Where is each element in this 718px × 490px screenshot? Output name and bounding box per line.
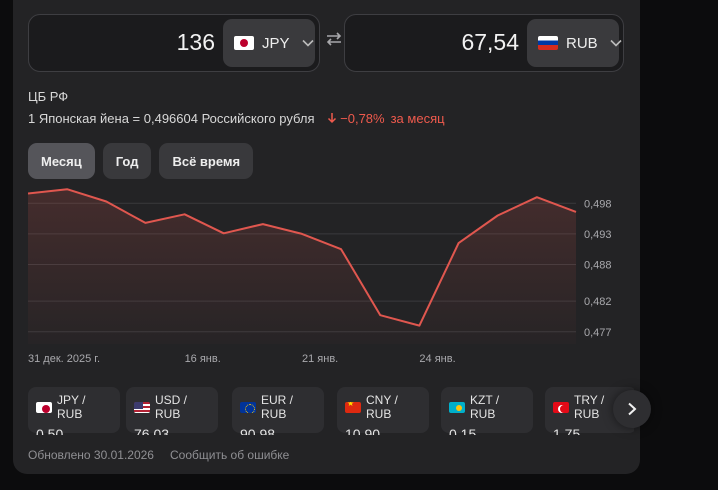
x-tick-label: 21 янв. xyxy=(302,353,338,365)
currency-widget: 136 JPY 67,54 RUB ЦБ РФ 1 Японская йена … xyxy=(13,0,651,474)
pair-label: CNY / RUB xyxy=(366,393,398,421)
pair-value: 0,50 xyxy=(36,426,64,435)
from-currency-code: JPY xyxy=(262,34,290,52)
y-tick-label: 0,482 xyxy=(584,296,612,308)
pair-eur-rub[interactable]: EUR / RUB 90,98 xyxy=(232,387,324,435)
swap-arrows-icon[interactable] xyxy=(325,30,342,56)
pair-value: 1,75 xyxy=(553,426,581,435)
from-amount-input[interactable]: 136 xyxy=(176,29,215,55)
chevron-right-icon[interactable] xyxy=(613,390,651,428)
x-tick-label: 24 янв. xyxy=(419,353,455,365)
tab-year[interactable]: Год xyxy=(102,143,152,179)
report-error-link[interactable]: Сообщить об ошибке xyxy=(169,448,290,462)
pair-value: 0,15 xyxy=(449,426,477,435)
y-tick-label: 0,488 xyxy=(584,259,612,271)
tab-month[interactable]: Месяц xyxy=(28,143,95,179)
turkey-flag-icon xyxy=(553,401,569,413)
to-currency-code: RUB xyxy=(566,34,598,52)
pair-label: TRY / RUB xyxy=(574,393,605,421)
rate-change: −0,78% xyxy=(327,111,385,126)
x-tick-label: 31 дек. 2025 г. xyxy=(28,353,100,365)
x-tick-label: 16 янв. xyxy=(185,353,221,365)
to-amount-box[interactable]: 67,54 RUB xyxy=(344,14,624,72)
china-flag-icon xyxy=(345,401,361,413)
pair-cny-rub[interactable]: CNY / RUB 10,90 xyxy=(337,387,429,435)
pair-label: USD / RUB xyxy=(155,393,188,421)
from-amount-box[interactable]: 136 JPY xyxy=(28,14,320,72)
russia-flag-icon xyxy=(538,36,558,50)
chevron-down-icon xyxy=(301,36,314,50)
japan-flag-icon xyxy=(234,36,254,50)
tab-all-time[interactable]: Всё время xyxy=(159,143,254,179)
kazakhstan-flag-icon xyxy=(449,401,465,413)
pair-usd-rub[interactable]: USD / RUB 76,03 xyxy=(126,387,218,435)
updated-date: Обновлено 30.01.2026 xyxy=(28,448,154,462)
pair-kzt-rub[interactable]: KZT / RUB 0,15 xyxy=(441,387,533,435)
period-tabs: Месяц Год Всё время xyxy=(28,143,254,179)
pair-label: KZT / RUB xyxy=(470,393,500,421)
to-amount-input[interactable]: 67,54 xyxy=(461,29,519,55)
y-tick-label: 0,498 xyxy=(584,198,612,210)
y-tick-label: 0,493 xyxy=(584,229,612,241)
from-currency-select[interactable]: JPY xyxy=(223,19,315,67)
arrow-down-icon xyxy=(327,113,336,124)
eu-flag-icon xyxy=(240,401,256,413)
pair-value: 76,03 xyxy=(134,426,170,435)
rate-info: 1 Японская йена = 0,496604 Российского р… xyxy=(28,111,445,126)
y-tick-label: 0,477 xyxy=(584,327,612,339)
rate-text: 1 Японская йена = 0,496604 Российского р… xyxy=(28,111,315,126)
chevron-down-icon xyxy=(610,36,622,50)
currency-pairs: JPY / RUB 0,50 USD / RUB 76,03 EUR / RUB… xyxy=(28,387,634,435)
pair-label: EUR / RUB xyxy=(261,393,294,421)
pair-value: 10,90 xyxy=(345,426,381,435)
rate-source: ЦБ РФ xyxy=(28,89,69,104)
pair-jpy-rub[interactable]: JPY / RUB 0,50 xyxy=(28,387,120,435)
chart-area xyxy=(28,189,576,344)
usa-flag-icon xyxy=(134,401,150,413)
pair-label: JPY / RUB xyxy=(57,393,86,421)
series-line xyxy=(28,188,577,327)
rate-chart: 0,498 0,493 0,488 0,482 0,477 31 дек. 2025 г.… xyxy=(28,188,612,365)
pair-value: 90,98 xyxy=(240,426,276,435)
to-currency-select[interactable]: RUB xyxy=(527,19,622,67)
rate-change-period: за месяц xyxy=(390,111,445,126)
japan-flag-icon xyxy=(36,401,52,413)
rate-change-value: −0,78% xyxy=(340,111,385,126)
footer: Обновлено 30.01.2026 Сообщить об ошибке xyxy=(28,448,289,462)
